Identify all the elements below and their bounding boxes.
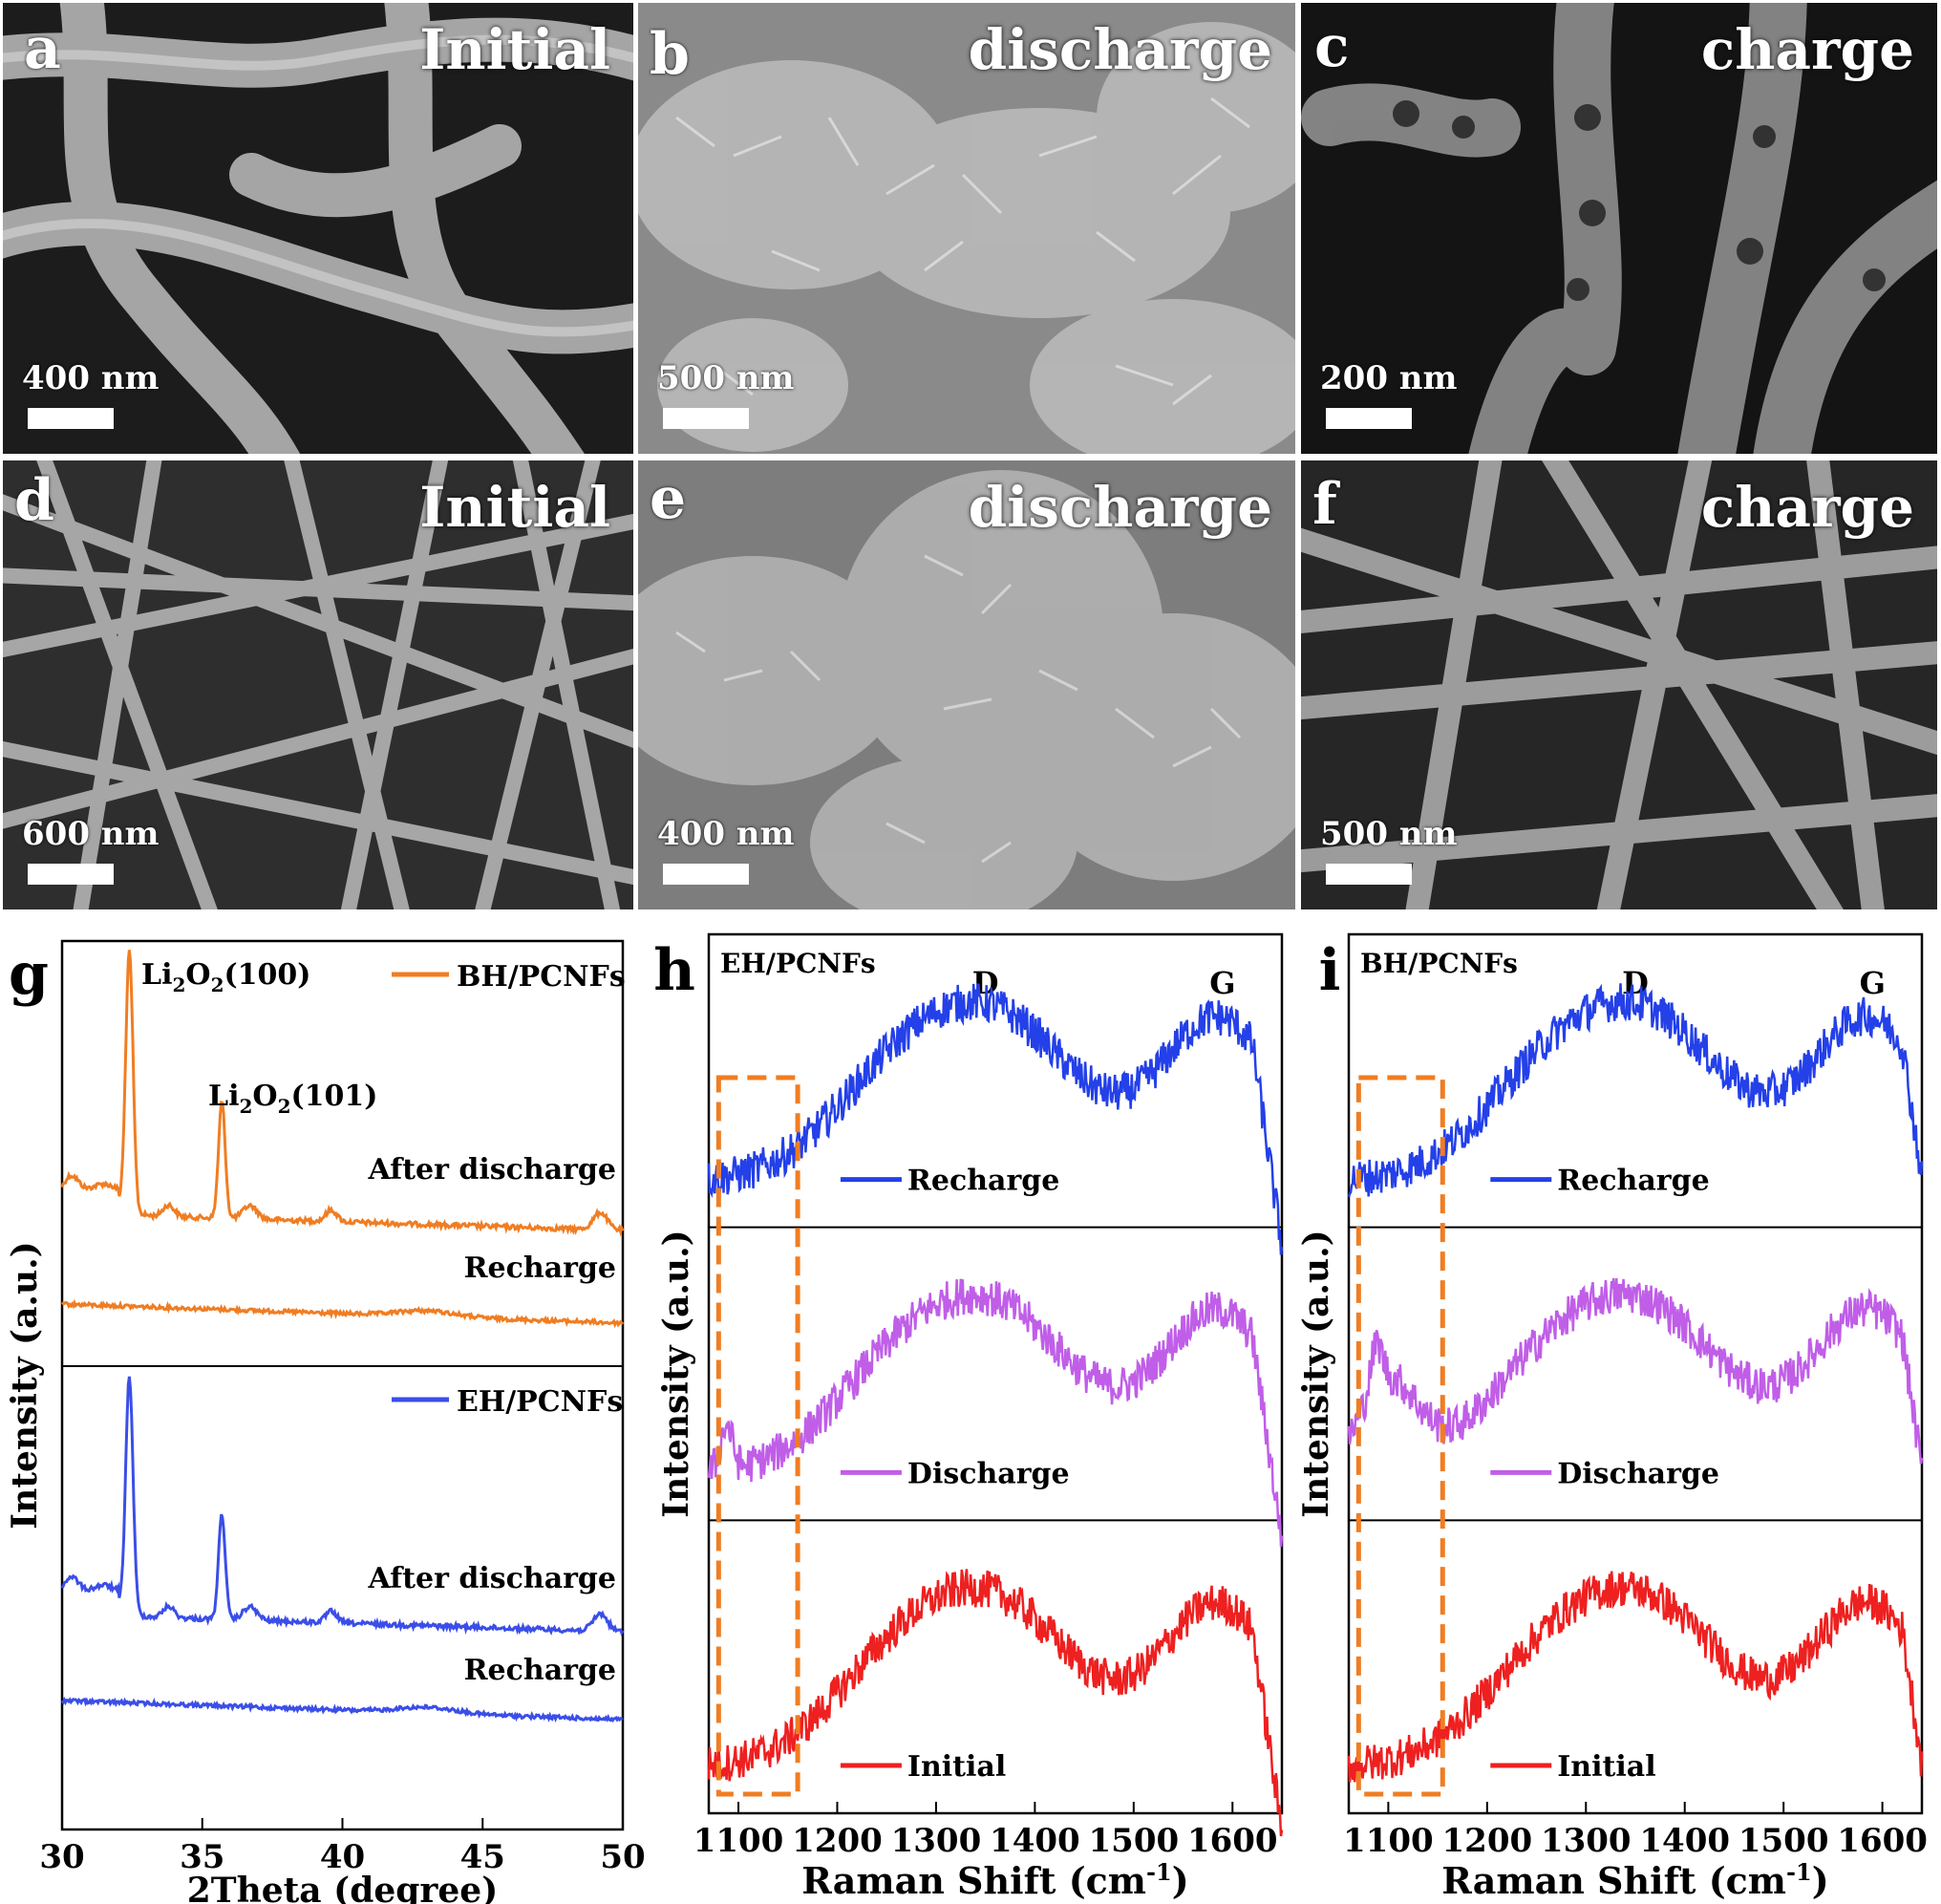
x-axis-label-h: Raman Shift (cm-1) [801, 1858, 1188, 1902]
x-tick-label-g-50: 50 [600, 1838, 645, 1876]
scale-label-f: 500 nm [1320, 815, 1458, 853]
panel-letter-b: b [650, 21, 690, 88]
sem-image-a [3, 3, 633, 454]
raman-curve-h-discharge [707, 1278, 1284, 1548]
scale-bar-b [663, 408, 749, 429]
peak-label-li2o2-100: Li2O2(100) [141, 958, 311, 996]
xrd-curve-recharge-1 [60, 1696, 624, 1723]
scale-bar-c [1326, 408, 1412, 429]
plot-frame-i [1347, 932, 1924, 1815]
curve-label-recharge-0: Recharge [464, 1252, 616, 1285]
raman-curve-i-initial [1347, 1571, 1924, 1783]
x-tick-label-h-1500: 1500 [1089, 1822, 1180, 1860]
raman-curve-h-recharge [707, 983, 1284, 1255]
scale-label-e: 400 nm [657, 815, 795, 853]
legend-label-i-1: Discharge [1557, 1457, 1719, 1490]
condition-label-b: discharge [968, 17, 1272, 82]
legend-label-h-0: Recharge [907, 1165, 1059, 1198]
sem-image-c [1301, 3, 1937, 454]
xrd-curve-recharge-0 [60, 1298, 625, 1329]
scale-bar-a [28, 408, 114, 429]
curve-label-recharge-1: Recharge [464, 1654, 616, 1687]
raman-curve-i-discharge [1347, 1277, 1924, 1465]
panel-letter-i: i [1319, 937, 1341, 1004]
x-tick-label-g-30: 30 [39, 1838, 84, 1876]
sem-image-e [638, 460, 1295, 909]
condition-label-c: charge [1700, 17, 1914, 82]
y-axis-label-g: Intensity (a.u.) [5, 1241, 45, 1529]
scale-label-b: 500 nm [657, 359, 795, 397]
panel-title-h: EH/PCNFs [720, 948, 876, 979]
x-tick-label-h-1100: 1100 [693, 1822, 784, 1860]
curve-label-after-discharge-0: After discharge [368, 1153, 617, 1187]
band-label-i-G: G [1860, 965, 1886, 1001]
panel-letter-g: g [9, 941, 49, 1008]
panel-letter-f: f [1312, 471, 1337, 538]
legend-label-h-2: Initial [907, 1750, 1006, 1784]
condition-label-f: charge [1700, 475, 1914, 540]
panel-title-i: BH/PCNFs [1360, 948, 1518, 979]
sem-panel-d: d Initial 600 nm [3, 460, 633, 909]
scale-label-c: 200 nm [1320, 359, 1458, 397]
scale-label-d: 600 nm [22, 815, 160, 853]
sem-image-d [3, 460, 633, 909]
sem-panel-c: c charge 200 nm [1301, 3, 1937, 454]
curve-label-after-discharge-1: After discharge [368, 1562, 617, 1595]
condition-label-e: discharge [968, 475, 1272, 540]
sem-image-b [638, 3, 1295, 454]
panel-letter-h: h [653, 937, 695, 1004]
x-axis-label-g: 2Theta (degree) [187, 1871, 499, 1904]
sem-panel-e: e discharge 400 nm [638, 460, 1295, 909]
sem-image-f [1301, 460, 1937, 909]
legend-label-g-1: EH/PCNFs [457, 1385, 623, 1419]
x-tick-label-g-45: 45 [460, 1838, 505, 1876]
panel-letter-d: d [14, 467, 54, 534]
xrd-curve-after-discharge-0 [60, 950, 625, 1237]
x-tick-label-i-1300: 1300 [1541, 1822, 1632, 1860]
x-tick-label-i-1400: 1400 [1639, 1822, 1730, 1860]
band-label-h-G: G [1209, 965, 1235, 1001]
x-tick-label-g-35: 35 [180, 1838, 224, 1876]
highlight-box-i [1355, 1075, 1445, 1797]
x-tick-label-g-40: 40 [320, 1838, 365, 1876]
highlight-box-h [715, 1075, 800, 1797]
x-tick-label-i-1200: 1200 [1442, 1822, 1533, 1860]
x-tick-label-h-1600: 1600 [1187, 1822, 1278, 1860]
panel-letter-a: a [24, 15, 61, 82]
y-axis-label-i: Intensity (a.u.) [1296, 1230, 1336, 1517]
scale-bar-f [1326, 864, 1412, 885]
y-axis-label-h: Intensity (a.u.) [656, 1230, 696, 1517]
legend-label-g-0: BH/PCNFs [457, 960, 626, 994]
sem-panel-f: f charge 500 nm [1301, 460, 1937, 909]
peak-label-li2o2-101: Li2O2(101) [208, 1080, 378, 1118]
raman-curve-h-initial [707, 1569, 1284, 1837]
sem-panel-a: a Initial 400 nm [3, 3, 633, 454]
condition-label-a: Initial [419, 17, 610, 82]
x-tick-label-h-1200: 1200 [792, 1822, 883, 1860]
sem-panel-b: b discharge 500 nm [638, 3, 1295, 454]
x-tick-label-h-1300: 1300 [891, 1822, 982, 1860]
scale-bar-d [28, 864, 114, 885]
x-tick-label-h-1400: 1400 [990, 1822, 1080, 1860]
plot-frame-h [707, 932, 1284, 1815]
x-tick-label-i-1500: 1500 [1738, 1822, 1829, 1860]
condition-label-d: Initial [419, 475, 610, 540]
legend-label-i-0: Recharge [1557, 1165, 1709, 1198]
x-tick-label-i-1600: 1600 [1837, 1822, 1928, 1860]
legend-label-h-1: Discharge [907, 1457, 1070, 1490]
x-tick-label-i-1100: 1100 [1343, 1822, 1434, 1860]
x-axis-label-i: Raman Shift (cm-1) [1441, 1858, 1828, 1902]
panel-letter-c: c [1314, 13, 1350, 80]
xrd-curve-after-discharge-1 [60, 1376, 625, 1637]
legend-label-i-2: Initial [1557, 1750, 1655, 1784]
panel-letter-e: e [650, 465, 687, 532]
scale-bar-e [663, 864, 749, 885]
scale-label-a: 400 nm [22, 359, 160, 397]
